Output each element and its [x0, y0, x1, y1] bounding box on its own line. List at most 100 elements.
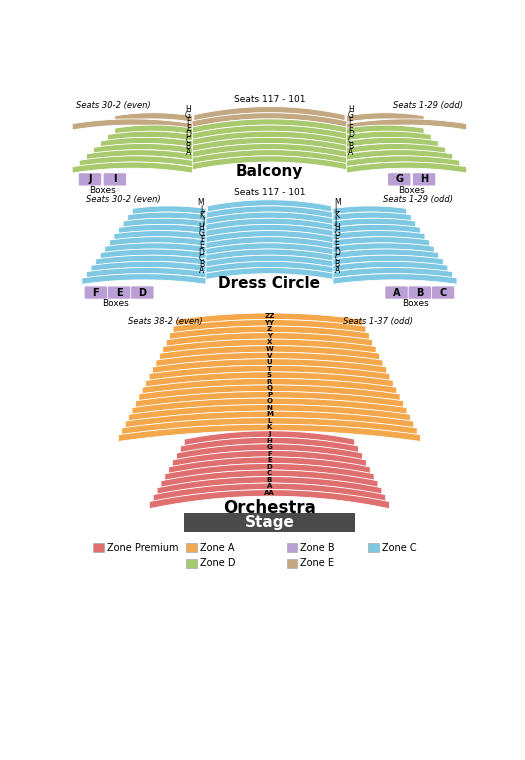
Text: E: E [116, 287, 122, 298]
Polygon shape [333, 261, 448, 271]
Polygon shape [87, 150, 192, 160]
Text: Seats 117 - 101: Seats 117 - 101 [234, 188, 305, 198]
Polygon shape [346, 144, 445, 154]
Text: Seats 30-2 (even): Seats 30-2 (even) [76, 101, 151, 110]
Text: C: C [267, 470, 272, 477]
Text: Zone D: Zone D [200, 558, 235, 568]
Text: H: H [198, 223, 204, 232]
FancyBboxPatch shape [408, 287, 431, 299]
Text: B: B [186, 142, 191, 151]
Polygon shape [333, 206, 407, 215]
Polygon shape [118, 424, 421, 442]
Text: W: W [266, 346, 274, 352]
Text: Stage: Stage [245, 515, 295, 530]
Polygon shape [87, 268, 206, 278]
Text: A: A [348, 148, 353, 157]
Polygon shape [139, 385, 400, 401]
Polygon shape [346, 150, 453, 160]
Polygon shape [333, 268, 453, 278]
Bar [368, 543, 379, 553]
Polygon shape [115, 125, 192, 135]
Text: Zone B: Zone B [300, 543, 335, 553]
Polygon shape [169, 457, 370, 474]
Text: H: H [185, 105, 191, 114]
Polygon shape [149, 489, 390, 508]
Text: Y: Y [267, 333, 272, 339]
Text: C: C [334, 254, 340, 263]
Polygon shape [333, 236, 429, 246]
Text: K: K [200, 211, 204, 220]
Polygon shape [186, 144, 353, 159]
Text: AA: AA [264, 490, 275, 496]
Polygon shape [333, 255, 443, 265]
Text: H: H [334, 223, 340, 232]
Polygon shape [132, 206, 206, 215]
Polygon shape [201, 249, 339, 262]
Polygon shape [185, 150, 354, 165]
Text: C: C [348, 136, 353, 145]
Polygon shape [180, 437, 359, 453]
Text: Zone Premium: Zone Premium [107, 543, 178, 553]
Text: Zone E: Zone E [300, 558, 334, 568]
Text: Zone C: Zone C [382, 543, 416, 553]
Text: D: D [348, 130, 354, 139]
Polygon shape [333, 249, 439, 259]
Text: E: E [200, 242, 204, 251]
FancyBboxPatch shape [432, 287, 454, 299]
Polygon shape [145, 372, 393, 387]
Polygon shape [189, 125, 350, 140]
Polygon shape [96, 255, 206, 265]
Text: B: B [416, 287, 424, 298]
Text: Zone A: Zone A [200, 543, 234, 553]
Text: F: F [200, 236, 204, 244]
Text: A: A [199, 266, 204, 275]
Polygon shape [93, 144, 192, 154]
Polygon shape [346, 112, 424, 122]
Text: K: K [267, 425, 272, 430]
Text: M: M [198, 198, 204, 207]
Polygon shape [128, 212, 206, 221]
Polygon shape [333, 274, 457, 284]
Polygon shape [100, 249, 206, 259]
Polygon shape [114, 230, 206, 240]
Text: G: G [198, 230, 204, 238]
Text: B: B [267, 477, 272, 483]
Text: X: X [267, 340, 272, 345]
Text: E: E [348, 124, 353, 133]
Text: Dress Circle: Dress Circle [218, 276, 320, 291]
Polygon shape [205, 218, 334, 231]
Bar [184, 513, 355, 532]
Polygon shape [129, 404, 411, 421]
Text: G: G [348, 112, 354, 120]
Polygon shape [160, 346, 380, 360]
Text: A: A [334, 266, 340, 275]
Polygon shape [346, 162, 467, 173]
Text: Seats 1-29 (odd): Seats 1-29 (odd) [383, 195, 453, 204]
Text: S: S [267, 372, 272, 378]
Text: Seats 1-29 (odd): Seats 1-29 (odd) [393, 101, 463, 110]
Polygon shape [79, 156, 192, 166]
Text: D: D [139, 287, 146, 298]
Text: Seats 30-2 (even): Seats 30-2 (even) [86, 195, 161, 204]
Text: C: C [439, 287, 447, 298]
Text: B: B [199, 260, 204, 269]
Polygon shape [153, 483, 386, 502]
Text: J: J [268, 431, 271, 437]
FancyBboxPatch shape [79, 173, 101, 185]
Text: Boxes: Boxes [89, 186, 116, 195]
Polygon shape [165, 464, 374, 481]
Text: F: F [348, 118, 352, 126]
FancyBboxPatch shape [85, 287, 107, 299]
Bar [186, 543, 196, 553]
Polygon shape [207, 200, 331, 212]
Polygon shape [333, 224, 421, 233]
Polygon shape [149, 366, 390, 381]
Polygon shape [173, 451, 366, 467]
Text: F: F [186, 118, 191, 126]
Text: T: T [267, 366, 272, 372]
Text: Seats 1-37 (odd): Seats 1-37 (odd) [343, 317, 413, 326]
Text: G: G [395, 174, 403, 185]
Bar [186, 559, 196, 568]
Polygon shape [187, 138, 352, 153]
Text: Orchestra: Orchestra [223, 499, 316, 517]
